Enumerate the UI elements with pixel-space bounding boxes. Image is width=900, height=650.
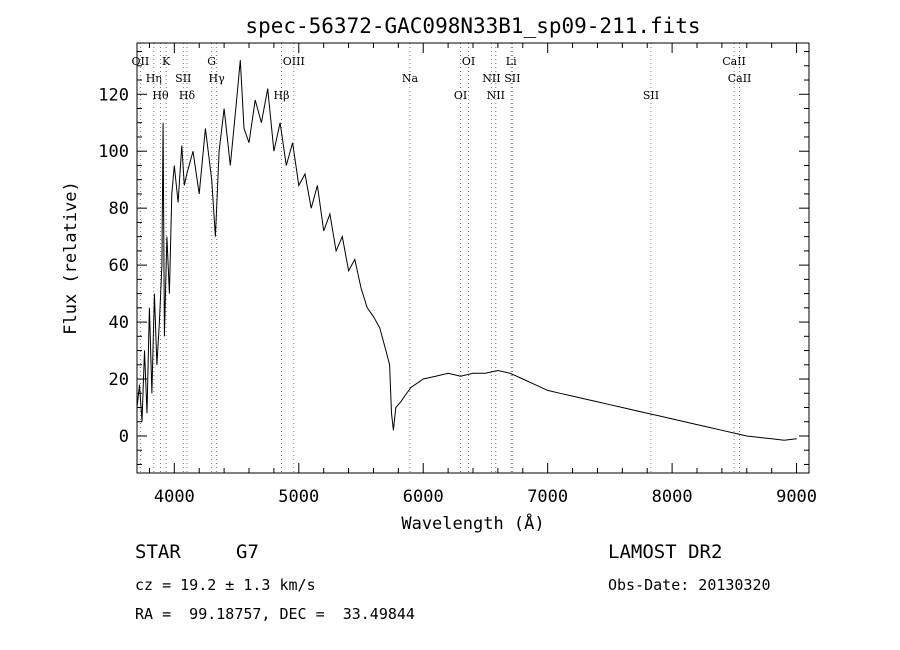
spectral-line-label: Hγ [209,72,226,85]
x-tick-label: 4000 [154,487,195,507]
spectral-line-label: Na [402,72,419,85]
spectral-line-label: CaII [722,55,746,68]
spectrum-chart: spec-56372-GAC098N33B1_sp09-211.fits OII… [61,14,817,534]
spectral-line-label: K [162,55,171,68]
x-tick-label: 6000 [403,487,444,507]
spectral-line-label: Hδ [179,89,196,102]
spectral-line-label: Li [506,55,517,68]
observation-date: Obs-Date: 20130320 [608,576,771,594]
axis-ticks: 4000 5000 6000 7000 8000 9000 0 20 40 60 80 100 120 [98,43,817,507]
spectrum-line [136,60,797,441]
x-tick-label: 8000 [652,487,693,507]
x-axis-label: Wavelength (Å) [401,512,544,534]
y-axis-label: Flux (relative) [61,181,81,335]
y-tick-label: 20 [109,370,129,390]
y-tick-label: 120 [98,85,129,105]
spectral-line-label: SII [175,72,191,85]
x-tick-label: 9000 [776,487,817,507]
y-tick-label: 80 [109,199,129,219]
spectral-line-label: SII [504,72,520,85]
survey-name: LAMOST DR2 [608,541,723,563]
spectral-line-label: Hβ [274,89,290,102]
spectral-line-label: Hη [146,72,162,85]
spectral-line-label: OIII [283,55,305,68]
object-subclass: G7 [236,541,259,563]
spectral-line-label: OII [132,55,150,68]
plot-frame [136,42,810,474]
x-tick-label: 7000 [527,487,568,507]
plot-area: OII Hη Hθ K SII Hδ G Hγ Hβ OIII Na OI OI NII NII Li SII S… [132,43,797,473]
y-tick-label: 40 [109,313,129,333]
y-tick-label: 60 [109,256,129,276]
spectral-line-label: SII [643,89,659,102]
object-type: STAR [135,541,181,563]
redshift-text: cz = 19.2 ± 1.3 km/s [135,576,316,594]
spectral-line-label: NII [482,72,500,85]
spectral-line-label: OI [462,55,475,68]
spectral-line-label: CaII [728,72,752,85]
spectral-line-label: NII [487,89,505,102]
y-tick-label: 0 [119,427,129,447]
y-tick-label: 100 [98,142,129,162]
chart-title: spec-56372-GAC098N33B1_sp09-211.fits [245,14,700,38]
spectral-line-label: OI [454,89,467,102]
spectral-line-label: Hθ [152,89,169,102]
coordinates-text: RA = 99.18757, DEC = 33.49844 [135,605,415,623]
x-tick-label: 5000 [278,487,319,507]
spectral-line-label: G [207,55,216,68]
